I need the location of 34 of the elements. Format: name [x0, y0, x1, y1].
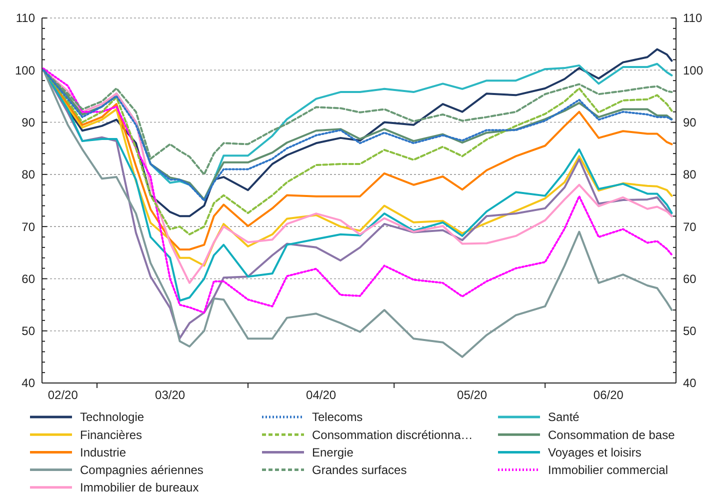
y2-tick-label: 60: [683, 272, 697, 286]
legend-label: Immobilier commercial: [548, 463, 668, 477]
y-tick-label: 80: [22, 168, 36, 182]
y-tick-label: 40: [22, 376, 36, 390]
legend-label: Voyages et loisirs: [548, 445, 642, 460]
legend-label: Compagnies aériennes: [80, 463, 204, 477]
y-tick-label: 50: [22, 324, 36, 338]
legend-label: Consommation de base: [548, 428, 676, 442]
y2-tick-label: 70: [683, 220, 697, 234]
y2-tick-label: 40: [683, 376, 697, 390]
y2-tick-label: 90: [683, 115, 697, 130]
y-tick-label: 90: [22, 115, 36, 130]
legend-label: Financières: [80, 428, 142, 442]
legend-label: Industrie: [80, 445, 126, 460]
y-tick-label: 110: [16, 11, 36, 26]
y2-tick-label: 50: [683, 324, 697, 338]
x-tick-label: 04/20: [306, 388, 336, 402]
legend-label: Energie: [312, 445, 354, 460]
y2-tick-label: 110: [683, 11, 702, 26]
y-tick-label: 60: [22, 272, 36, 286]
legend-label: Immobilier de bureaux: [80, 480, 199, 495]
y2-tick-label: 100: [683, 63, 703, 78]
y-tick-label: 100: [14, 63, 36, 78]
legend-label: Grandes surfaces: [312, 463, 407, 477]
x-tick-label: 03/20: [155, 388, 186, 402]
y2-tick-label: 80: [683, 168, 697, 182]
y-tick-label: 70: [22, 220, 36, 234]
x-tick-label: 02/20: [48, 388, 78, 402]
legend-label: Technologie: [80, 410, 144, 424]
legend-label: Consommation discrétionna…: [312, 428, 473, 442]
legend-label: Telecoms: [312, 410, 363, 424]
legend-label: Santé: [548, 410, 580, 424]
x-tick-label: 06/20: [593, 388, 624, 402]
x-tick-label: 05/20: [457, 388, 488, 402]
